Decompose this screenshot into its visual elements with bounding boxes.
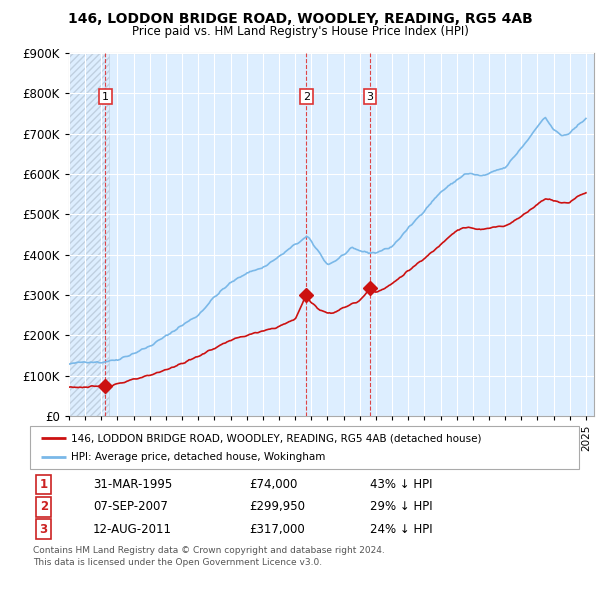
- Text: 2: 2: [303, 91, 310, 101]
- Text: 3: 3: [40, 523, 48, 536]
- Text: 1: 1: [40, 478, 48, 491]
- Text: 12-AUG-2011: 12-AUG-2011: [93, 523, 172, 536]
- Text: 1: 1: [102, 91, 109, 101]
- Text: HPI: Average price, detached house, Wokingham: HPI: Average price, detached house, Woki…: [71, 453, 326, 463]
- Text: 29% ↓ HPI: 29% ↓ HPI: [370, 500, 433, 513]
- Text: 43% ↓ HPI: 43% ↓ HPI: [370, 478, 433, 491]
- Text: 31-MAR-1995: 31-MAR-1995: [93, 478, 172, 491]
- Text: £299,950: £299,950: [250, 500, 305, 513]
- Text: This data is licensed under the Open Government Licence v3.0.: This data is licensed under the Open Gov…: [33, 558, 322, 566]
- Text: 07-SEP-2007: 07-SEP-2007: [93, 500, 168, 513]
- Text: Contains HM Land Registry data © Crown copyright and database right 2024.: Contains HM Land Registry data © Crown c…: [33, 546, 385, 555]
- Text: 146, LODDON BRIDGE ROAD, WOODLEY, READING, RG5 4AB: 146, LODDON BRIDGE ROAD, WOODLEY, READIN…: [68, 12, 532, 26]
- Text: £317,000: £317,000: [250, 523, 305, 536]
- Text: 3: 3: [366, 91, 373, 101]
- Text: £74,000: £74,000: [250, 478, 298, 491]
- Text: 146, LODDON BRIDGE ROAD, WOODLEY, READING, RG5 4AB (detached house): 146, LODDON BRIDGE ROAD, WOODLEY, READIN…: [71, 434, 482, 444]
- FancyBboxPatch shape: [30, 426, 579, 469]
- Text: Price paid vs. HM Land Registry's House Price Index (HPI): Price paid vs. HM Land Registry's House …: [131, 25, 469, 38]
- Text: 24% ↓ HPI: 24% ↓ HPI: [370, 523, 433, 536]
- Text: 2: 2: [40, 500, 48, 513]
